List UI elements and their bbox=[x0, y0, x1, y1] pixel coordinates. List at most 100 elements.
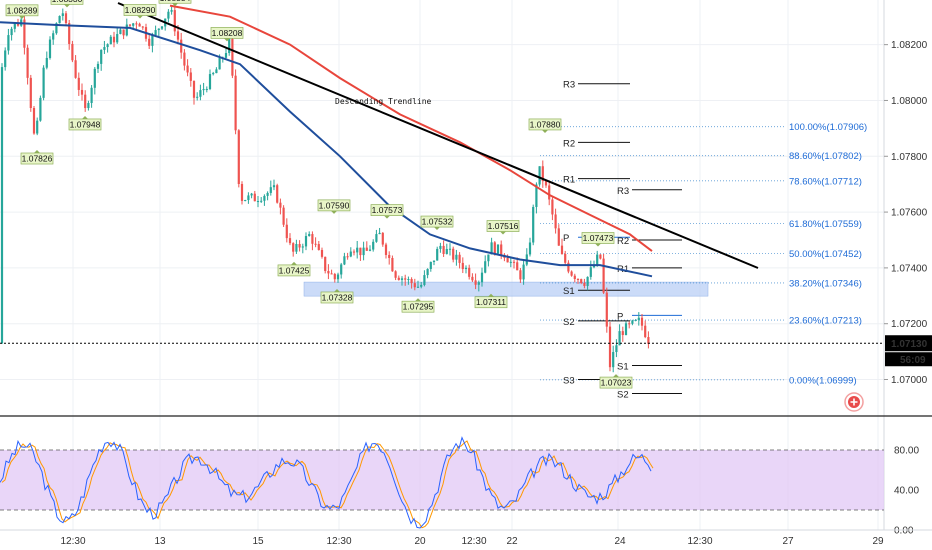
fib-label: 50.00%(1.07452) bbox=[789, 249, 862, 260]
candle-body bbox=[176, 31, 180, 40]
swing-label: 1.08290 bbox=[123, 4, 157, 19]
candle-body bbox=[500, 244, 503, 255]
candle-body bbox=[196, 96, 199, 98]
swing-label: 1.07516 bbox=[486, 220, 520, 235]
candle-body bbox=[7, 35, 10, 51]
candle-body bbox=[608, 326, 612, 368]
swing-label: 1.07948 bbox=[68, 115, 102, 131]
swing-label: 1.08208 bbox=[210, 27, 244, 42]
last-price-badge bbox=[885, 335, 932, 352]
candle-body bbox=[80, 89, 84, 95]
fib-label: 23.60%(1.07213) bbox=[789, 316, 862, 327]
candle-body bbox=[333, 273, 336, 280]
candle-body bbox=[404, 278, 407, 280]
pivot-label: P bbox=[617, 311, 623, 322]
pivot-label: R3 bbox=[617, 186, 629, 197]
stoch-d-line bbox=[1, 440, 654, 529]
candle-body bbox=[32, 108, 36, 134]
candle-body bbox=[442, 245, 445, 254]
last-price-text: 1.07130 bbox=[891, 339, 928, 350]
pivot-label: R3 bbox=[563, 80, 575, 91]
candle-body bbox=[292, 243, 295, 252]
swing-label-pointer bbox=[415, 298, 421, 302]
swing-label: 1.07880 bbox=[528, 118, 562, 133]
candle-body bbox=[340, 264, 343, 275]
candle-body bbox=[234, 75, 237, 131]
pivot-label: S2 bbox=[563, 317, 575, 328]
candle-body bbox=[375, 234, 378, 242]
swing-label: 1.08330 bbox=[50, 0, 84, 8]
candle-body bbox=[474, 280, 477, 285]
candle-body bbox=[170, 10, 173, 12]
candle-body bbox=[71, 43, 74, 61]
candle-body bbox=[416, 286, 420, 288]
candle-body bbox=[634, 320, 637, 322]
candle-body bbox=[52, 33, 55, 40]
candle-body bbox=[45, 57, 48, 68]
candle-body bbox=[74, 60, 77, 78]
candle-body bbox=[61, 13, 64, 17]
candle-body bbox=[138, 23, 141, 27]
candle-body bbox=[23, 19, 26, 48]
candle-body bbox=[538, 166, 541, 185]
fib-label: 78.60%(1.07712) bbox=[789, 176, 862, 187]
candle-body bbox=[359, 247, 362, 256]
candle-body bbox=[455, 254, 458, 260]
countdown-text: 56:09 bbox=[900, 355, 926, 366]
candle-body bbox=[471, 276, 474, 281]
candle-body bbox=[48, 39, 52, 58]
time-axis[interactable]: 12:30 13 15 12:30 20 12:30 22 24 12:30 27 29 bbox=[0, 529, 932, 547]
pivot-label: S2 bbox=[617, 389, 629, 400]
candle-body bbox=[564, 253, 567, 263]
candle-body bbox=[256, 201, 260, 203]
ema-fast-line bbox=[169, 4, 653, 252]
pivot-label: P bbox=[563, 233, 569, 244]
candle-body bbox=[202, 89, 205, 91]
stoch-tick-label: 0.00 bbox=[894, 526, 914, 537]
fibonacci-levels: 100.00%(1.07906) 88.60%(1.07802) 78.60%(1.… bbox=[540, 122, 867, 386]
candle-body bbox=[212, 73, 215, 75]
swing-labels: 1.08289 1.08330 1.08290 1.08334 1.08208 1.078… bbox=[5, 0, 633, 389]
candle-body bbox=[308, 234, 311, 237]
candle-body bbox=[272, 185, 276, 188]
swing-label: 1.07425 bbox=[277, 261, 311, 277]
candle-body bbox=[557, 228, 560, 246]
candle-body bbox=[432, 260, 436, 262]
swing-label-box bbox=[210, 27, 244, 39]
candle-body bbox=[160, 26, 164, 29]
candle-body bbox=[199, 90, 202, 97]
price-tick-label: 1.07400 bbox=[891, 263, 928, 274]
support-zone bbox=[303, 281, 709, 297]
time-tick-label: 12:30 bbox=[60, 536, 85, 547]
candle-body bbox=[512, 261, 516, 263]
candle-body bbox=[288, 238, 292, 244]
grid bbox=[0, 0, 884, 530]
candle-body bbox=[151, 35, 154, 46]
swing-label: 1.08289 bbox=[5, 4, 39, 19]
candle-body bbox=[589, 267, 592, 277]
candle-body bbox=[388, 254, 391, 259]
candle-body bbox=[464, 267, 468, 270]
alert-button[interactable] bbox=[844, 392, 864, 412]
candle-body bbox=[336, 274, 340, 280]
price-axis[interactable]: 1.08200 1.08000 1.07800 1.07600 1.07400 1.072… bbox=[883, 0, 932, 530]
swing-label-text: 1.08330 bbox=[52, 0, 83, 4]
swing-label: 1.08334 bbox=[158, 0, 192, 7]
time-tick-label: 24 bbox=[614, 536, 626, 547]
candle-body bbox=[420, 284, 423, 287]
candle-body bbox=[596, 254, 599, 266]
candle-body bbox=[106, 44, 109, 48]
time-tick-label: 22 bbox=[506, 536, 518, 547]
descending-trendline[interactable] bbox=[117, 2, 759, 269]
candle-body bbox=[122, 29, 125, 36]
countdown-badge bbox=[885, 352, 932, 367]
candle-body bbox=[112, 36, 116, 43]
fib-label: 100.00%(1.07906) bbox=[789, 122, 867, 133]
candle-body bbox=[189, 72, 192, 81]
candle-body bbox=[320, 249, 324, 257]
candle-body bbox=[541, 166, 544, 181]
candle-body bbox=[317, 244, 320, 250]
swing-label-pointer bbox=[434, 227, 440, 231]
candle-body bbox=[480, 272, 484, 283]
